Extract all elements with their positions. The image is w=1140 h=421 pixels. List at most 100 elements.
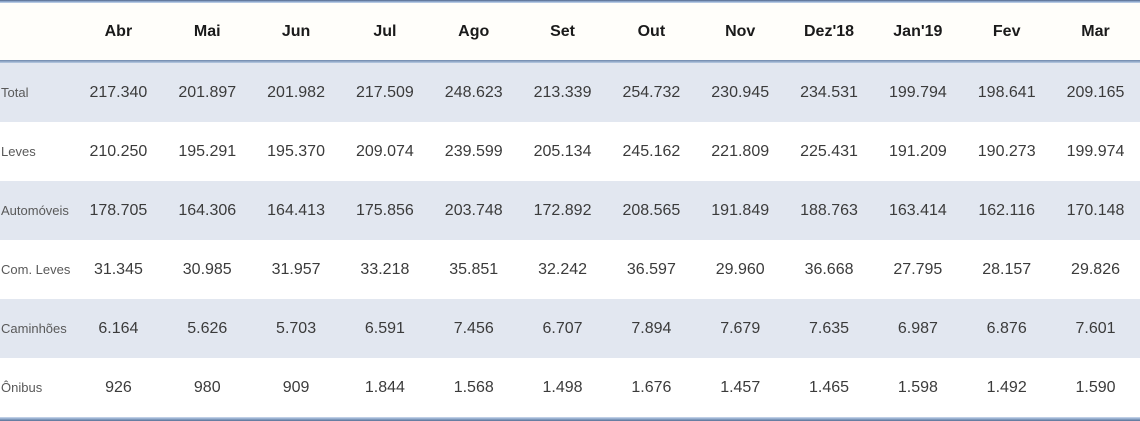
data-cell: 5.626 xyxy=(187,319,228,337)
data-cell: 7.635 xyxy=(809,319,850,337)
table-body: Total 217.340 201.897 201.982 217.509 248.623… xyxy=(0,63,1140,417)
data-cell: 6.876 xyxy=(986,319,1027,337)
data-cell: 980 xyxy=(193,378,221,396)
column-header: Jan'19 xyxy=(893,22,943,40)
data-cell: 1.568 xyxy=(453,378,494,396)
table-row: Total 217.340 201.897 201.982 217.509 248.623… xyxy=(0,63,1140,122)
data-cell: 213.339 xyxy=(533,83,592,101)
data-cell: 1.844 xyxy=(364,378,405,396)
data-cell: 909 xyxy=(282,378,310,396)
data-cell: 164.413 xyxy=(267,201,325,219)
data-cell: 254.732 xyxy=(622,83,681,101)
data-cell: 7.679 xyxy=(720,319,761,337)
data-cell: 5.703 xyxy=(276,319,317,337)
row-label: Total xyxy=(1,84,29,100)
data-cell: 188.763 xyxy=(800,201,858,219)
header-corner-cell xyxy=(0,3,74,60)
column-header: Jun xyxy=(281,22,311,40)
row-label: Leves xyxy=(1,143,36,159)
column-header: Dez'18 xyxy=(804,22,855,40)
data-cell: 6.707 xyxy=(542,319,583,337)
data-cell: 209.074 xyxy=(355,142,414,160)
data-cell: 35.851 xyxy=(449,260,499,278)
data-cell: 201.897 xyxy=(178,83,237,101)
data-cell: 162.116 xyxy=(978,201,1036,219)
data-cell: 191.209 xyxy=(888,142,947,160)
data-cell: 6.987 xyxy=(897,319,938,337)
data-cell: 33.218 xyxy=(360,260,410,278)
data-cell: 31.957 xyxy=(271,260,321,278)
data-cell: 203.748 xyxy=(444,201,503,219)
data-cell: 29.960 xyxy=(715,260,765,278)
data-cell: 208.565 xyxy=(622,201,681,219)
data-cell: 1.498 xyxy=(542,378,583,396)
row-label: Caminhões xyxy=(1,320,67,336)
row-label: Ônibus xyxy=(1,379,43,395)
data-cell: 217.340 xyxy=(89,83,148,101)
table-header-row: Abr Mai Jun Jul Ago Set Out Nov Dez'18 Jan'19 Fev M… xyxy=(0,3,1140,60)
data-cell: 199.974 xyxy=(1066,142,1125,160)
data-cell: 170.148 xyxy=(1066,201,1125,219)
data-cell: 248.623 xyxy=(444,83,503,101)
table-row: Automóveis 178.705 164.306 164.413 175.856 20… xyxy=(0,181,1140,240)
data-cell: 239.599 xyxy=(444,142,503,160)
table-row: Leves 210.250 195.291 195.370 209.074 239.599… xyxy=(0,122,1140,181)
data-cell: 199.794 xyxy=(888,83,947,101)
column-header: Set xyxy=(550,22,575,40)
data-cell: 195.291 xyxy=(178,142,237,160)
data-cell: 31.345 xyxy=(93,260,143,278)
data-cell: 36.668 xyxy=(804,260,854,278)
data-cell: 1.492 xyxy=(986,378,1027,396)
data-cell: 164.306 xyxy=(178,201,237,219)
column-header: Jul xyxy=(373,22,397,40)
data-cell: 6.591 xyxy=(364,319,405,337)
data-cell: 225.431 xyxy=(800,142,858,160)
column-header: Fev xyxy=(992,22,1021,40)
row-label: Com. Leves xyxy=(1,261,71,277)
table-row: Caminhões 6.164 5.626 5.703 6.591 7.456 6.707 7… xyxy=(0,299,1140,358)
data-cell: 7.894 xyxy=(631,319,672,337)
column-header: Nov xyxy=(725,22,756,40)
column-header: Abr xyxy=(104,22,133,40)
data-cell: 1.598 xyxy=(897,378,938,396)
data-cell: 28.157 xyxy=(982,260,1032,278)
table-row: Com. Leves 31.345 30.985 31.957 33.218 35.851… xyxy=(0,240,1140,299)
data-cell: 230.945 xyxy=(711,83,770,101)
column-header: Out xyxy=(637,22,666,40)
data-cell: 1.457 xyxy=(720,378,761,396)
data-cell: 7.601 xyxy=(1075,319,1116,337)
data-cell: 6.164 xyxy=(98,319,139,337)
data-cell: 209.165 xyxy=(1066,83,1125,101)
data-cell: 205.134 xyxy=(533,142,592,160)
table-bottom-border xyxy=(0,417,1140,421)
data-cell: 245.162 xyxy=(622,142,681,160)
data-cell: 172.892 xyxy=(533,201,592,219)
data-cell: 175.856 xyxy=(355,201,414,219)
column-header: Ago xyxy=(458,22,490,40)
data-cell: 190.273 xyxy=(977,142,1036,160)
data-cell: 221.809 xyxy=(711,142,770,160)
data-cell: 1.590 xyxy=(1075,378,1116,396)
data-cell: 36.597 xyxy=(626,260,676,278)
data-cell: 198.641 xyxy=(977,83,1036,101)
data-cell: 163.414 xyxy=(888,201,947,219)
data-cell: 195.370 xyxy=(267,142,325,160)
data-cell: 926 xyxy=(105,378,132,396)
data-cell: 1.465 xyxy=(809,378,850,396)
table-top-border xyxy=(0,0,1140,3)
data-cell: 29.826 xyxy=(1071,260,1120,278)
data-cell: 30.985 xyxy=(182,260,232,278)
column-header: Mar xyxy=(1081,22,1110,40)
data-cell: 27.795 xyxy=(893,260,943,278)
data-cell: 234.531 xyxy=(800,83,858,101)
table-row: Ônibus 926 980 909 1.844 1.568 1.498 1.676 1.457… xyxy=(0,358,1140,417)
data-cell: 210.250 xyxy=(89,142,148,160)
data-cell: 178.705 xyxy=(89,201,148,219)
row-label: Automóveis xyxy=(1,202,69,218)
data-cell: 201.982 xyxy=(267,83,325,101)
data-cell: 32.242 xyxy=(538,260,588,278)
data-cell: 191.849 xyxy=(711,201,770,219)
header-separator xyxy=(0,60,1140,63)
data-cell: 7.456 xyxy=(453,319,494,337)
